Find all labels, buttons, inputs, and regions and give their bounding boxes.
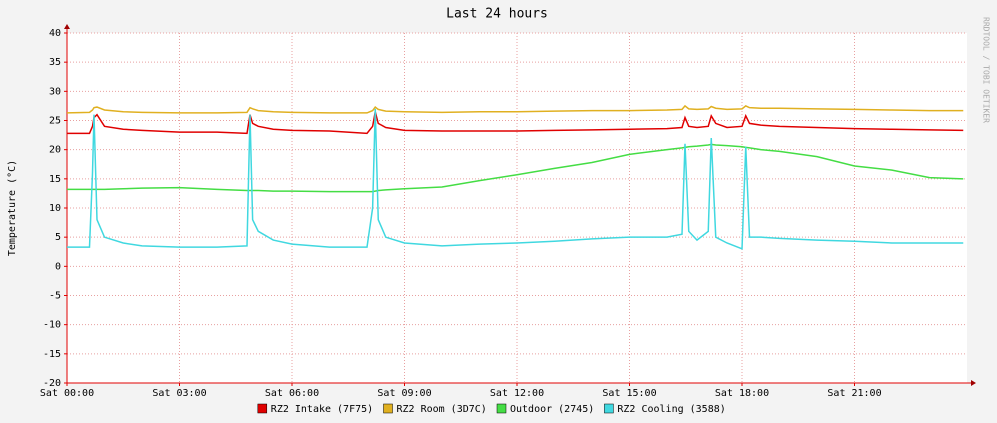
x-tick-label: Sat 09:00 xyxy=(377,388,431,399)
x-tick-label: Sat 18:00 xyxy=(715,388,769,399)
series-line xyxy=(66,104,964,114)
x-tick-label: Sat 00:00 xyxy=(40,388,94,399)
legend-label: RZ2 Cooling (3588) xyxy=(617,404,725,415)
legend-label: RZ2 Room (3D7C) xyxy=(397,404,487,415)
legend-swatch xyxy=(604,403,614,414)
y-tick-label: -10 xyxy=(43,320,61,331)
y-tick-label: 40 xyxy=(49,28,61,39)
y-tick-label: 15 xyxy=(49,174,61,185)
y-tick-label: -15 xyxy=(43,349,61,360)
legend-label: RZ2 Intake (7F75) xyxy=(271,404,373,415)
y-tick-label: 20 xyxy=(49,145,61,156)
y-tick-label: 30 xyxy=(49,86,61,97)
x-tick-label: Sat 03:00 xyxy=(152,388,206,399)
y-axis-arrow xyxy=(64,24,70,29)
x-axis-arrow xyxy=(971,380,976,386)
y-tick-label: -20 xyxy=(43,378,61,389)
y-tick-label: 25 xyxy=(49,116,61,127)
y-tick-label: 35 xyxy=(49,57,61,68)
series-line xyxy=(67,108,964,250)
y-tick-label: 0 xyxy=(55,261,61,272)
y-axis-label: Temperature (°C) xyxy=(7,160,18,256)
legend-label: Outdoor (2745) xyxy=(510,404,594,415)
y-tick-label: 10 xyxy=(49,203,61,214)
x-tick-label: Sat 12:00 xyxy=(490,388,544,399)
x-tick-label: Sat 06:00 xyxy=(265,388,319,399)
y-tick-label: -5 xyxy=(49,291,61,302)
chart-title: Last 24 hours xyxy=(446,7,548,22)
legend-swatch xyxy=(383,403,393,414)
legend-swatch xyxy=(496,403,507,414)
y-tick-label: 5 xyxy=(55,232,61,243)
series-line xyxy=(67,111,964,135)
x-tick-label: Sat 15:00 xyxy=(602,388,656,399)
legend-swatch xyxy=(257,403,268,414)
watermark: RRDTOOL / TOBI OETIKER xyxy=(982,17,991,123)
x-tick-label: Sat 21:00 xyxy=(827,388,881,399)
